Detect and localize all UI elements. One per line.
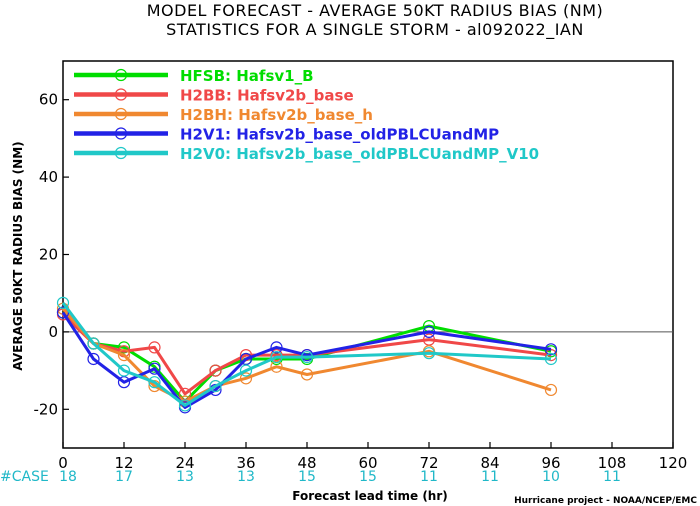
x-tick-label: 120 bbox=[659, 454, 688, 472]
case-count: 15 bbox=[298, 469, 316, 485]
data-point bbox=[117, 376, 131, 389]
data-point bbox=[148, 362, 161, 375]
y-axis-label: AVERAGE 50KT RADIUS BIAS (NM) bbox=[11, 141, 25, 370]
series-line bbox=[61, 311, 552, 409]
series-4 bbox=[56, 306, 558, 414]
x-tick-label: 72 bbox=[419, 454, 438, 472]
data-point bbox=[209, 364, 222, 377]
plot-area: 0 12 24 36 48 60 72 84 96 108 120 -20 0 20 40 60 bbox=[34, 60, 688, 472]
case-count: 18 bbox=[59, 469, 77, 485]
data-point bbox=[544, 383, 558, 397]
data-point bbox=[209, 379, 222, 393]
case-count: 13 bbox=[237, 469, 255, 485]
data-point bbox=[270, 350, 283, 364]
series-5 bbox=[56, 296, 558, 412]
legend-label: H2V0: Hafsv2b_base_oldPBLCUandMP_V10 bbox=[180, 145, 539, 163]
legend-swatch-marker bbox=[114, 127, 128, 140]
data-point bbox=[422, 333, 436, 346]
x-tick-label: 36 bbox=[236, 454, 255, 472]
data-point bbox=[148, 376, 161, 389]
y-tick-label: -20 bbox=[34, 400, 59, 418]
x-tick-label: 60 bbox=[358, 454, 377, 472]
x-tick-label: 96 bbox=[541, 454, 560, 472]
case-row: #CASE 18 17 13 13 15 15 11 11 10 11 bbox=[0, 469, 621, 485]
data-point bbox=[544, 352, 558, 366]
series-line bbox=[61, 301, 552, 407]
y-tick-label: 20 bbox=[39, 246, 58, 264]
legend-item-5: H2V0: Hafsv2b_base_oldPBLCUandMP_V10 bbox=[74, 145, 539, 163]
data-point bbox=[300, 350, 314, 364]
data-point bbox=[270, 341, 283, 354]
y-tick-label: 0 bbox=[48, 323, 58, 341]
data-point bbox=[87, 352, 100, 366]
legend-label: H2BH: Hafsv2b_base_h bbox=[180, 106, 373, 124]
x-axis-label: Forecast lead time (hr) bbox=[292, 489, 448, 503]
x-tick-label: 0 bbox=[58, 454, 68, 472]
data-point bbox=[117, 341, 131, 354]
credit-text: Hurricane project - NOAA/NCEP/EMC bbox=[514, 496, 697, 506]
case-count: 10 bbox=[542, 469, 560, 485]
chart-title: MODEL FORECAST - AVERAGE 50KT RADIUS BIA… bbox=[147, 1, 604, 20]
data-point bbox=[239, 372, 253, 385]
case-row-label: #CASE bbox=[0, 469, 49, 485]
x-tick-label: 24 bbox=[175, 454, 194, 472]
x-tick-label: 108 bbox=[598, 454, 627, 472]
legend-item-4: H2V1: Hafsv2b_base_oldPBLCUandMP bbox=[74, 126, 499, 144]
chart-subtitle: STATISTICS FOR A SINGLE STORM - al092022… bbox=[166, 20, 584, 40]
series-line bbox=[61, 313, 552, 396]
data-point bbox=[117, 364, 131, 377]
case-count: 11 bbox=[481, 469, 499, 485]
legend-item-3: H2BH: Hafsv2b_base_h bbox=[74, 106, 373, 124]
data-point bbox=[422, 325, 436, 338]
case-count: 11 bbox=[603, 469, 621, 485]
data-point bbox=[239, 364, 253, 377]
case-count: 13 bbox=[176, 469, 194, 485]
case-count: 11 bbox=[420, 469, 438, 485]
legend-item-2: H2BB: Hafsv2b_base bbox=[74, 87, 354, 105]
legend-swatch-marker bbox=[114, 107, 128, 121]
data-point bbox=[239, 352, 253, 366]
y-tick-label: 60 bbox=[39, 91, 58, 109]
x-tick-label: 12 bbox=[114, 454, 133, 472]
data-point bbox=[544, 343, 558, 356]
data-point bbox=[56, 296, 70, 309]
data-point bbox=[87, 337, 100, 350]
case-count: 17 bbox=[115, 469, 133, 485]
data-point bbox=[300, 368, 314, 381]
x-tick-label: 84 bbox=[480, 454, 499, 472]
x-tick-label: 48 bbox=[297, 454, 316, 472]
data-point bbox=[178, 399, 192, 412]
legend-label: H2V1: Hafsv2b_base_oldPBLCUandMP bbox=[180, 126, 499, 144]
legend-item-1: HFSB: Hafsv1_B bbox=[74, 67, 314, 85]
data-point bbox=[148, 341, 161, 354]
data-point bbox=[178, 387, 192, 400]
data-point bbox=[544, 349, 558, 362]
legend-swatch-marker bbox=[114, 68, 128, 82]
legend-swatch-marker bbox=[114, 88, 128, 101]
legend-swatch-marker bbox=[114, 146, 128, 160]
y-tick-label: 40 bbox=[39, 168, 58, 186]
legend-label: H2BB: Hafsv2b_base bbox=[180, 87, 354, 105]
case-count: 15 bbox=[359, 469, 377, 485]
data-point bbox=[270, 360, 283, 373]
data-point bbox=[117, 349, 131, 362]
data-point bbox=[422, 347, 436, 360]
legend-label: HFSB: Hafsv1_B bbox=[180, 67, 314, 85]
